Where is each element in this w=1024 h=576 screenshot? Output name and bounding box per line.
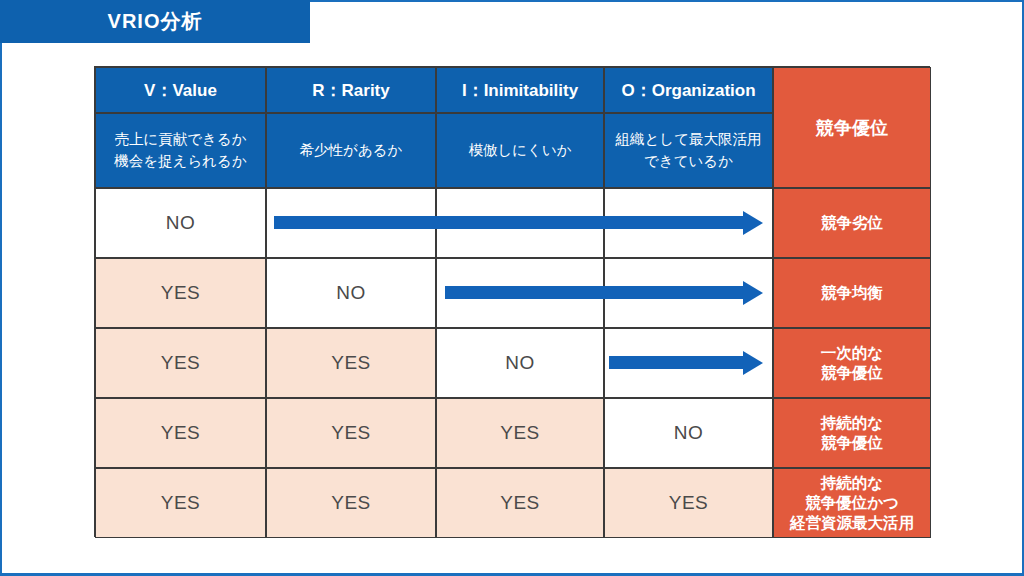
- outcome-r3: 一次的な 競争優位: [773, 328, 931, 398]
- cell-r5-organization: YES: [604, 468, 773, 538]
- col-header-inimitability: I：Inimitability: [436, 67, 604, 113]
- cell-r5-value: YES: [95, 468, 266, 538]
- cell-r5-rarity: YES: [266, 468, 436, 538]
- cell-r4-organization: NO: [604, 398, 773, 468]
- cell-r1-value: NO: [95, 188, 266, 258]
- outcome-r2: 競争均衡: [773, 258, 931, 328]
- col-header-rarity: R：Rarity: [266, 67, 436, 113]
- cell-r1-inimitability: [436, 188, 604, 258]
- page-title-bar: VRIO分析: [0, 0, 310, 43]
- cell-r4-rarity: YES: [266, 398, 436, 468]
- cell-r1-rarity: [266, 188, 436, 258]
- col-header-value: V：Value: [95, 67, 266, 113]
- outcome-r4: 持続的な 競争優位: [773, 398, 931, 468]
- question-value: 売上に貢献できるか 機会を捉えられるか: [95, 113, 266, 188]
- cell-r3-organization: [604, 328, 773, 398]
- question-rarity: 希少性があるか: [266, 113, 436, 188]
- cell-r3-value: YES: [95, 328, 266, 398]
- outcome-r1: 競争劣位: [773, 188, 931, 258]
- cell-r3-rarity: YES: [266, 328, 436, 398]
- cell-r2-value: YES: [95, 258, 266, 328]
- outcome-r5: 持続的な 競争優位かつ 経営資源最大活用: [773, 468, 931, 538]
- cell-r3-inimitability: NO: [436, 328, 604, 398]
- vrio-table: V：Value R：Rarity I：Inimitability O：Organ…: [94, 66, 930, 537]
- cell-r5-inimitability: YES: [436, 468, 604, 538]
- cell-r4-value: YES: [95, 398, 266, 468]
- cell-r2-organization: [604, 258, 773, 328]
- col-header-organization: O：Organization: [604, 67, 773, 113]
- cell-r4-inimitability: YES: [436, 398, 604, 468]
- cell-r2-rarity: NO: [266, 258, 436, 328]
- page-title: VRIO分析: [108, 8, 203, 35]
- cell-r1-organization: [604, 188, 773, 258]
- question-organization: 組織として最大限活用 できているか: [604, 113, 773, 188]
- cell-r2-inimitability: [436, 258, 604, 328]
- question-inimitability: 模倣しにくいか: [436, 113, 604, 188]
- outcome-header: 競争優位: [773, 67, 931, 188]
